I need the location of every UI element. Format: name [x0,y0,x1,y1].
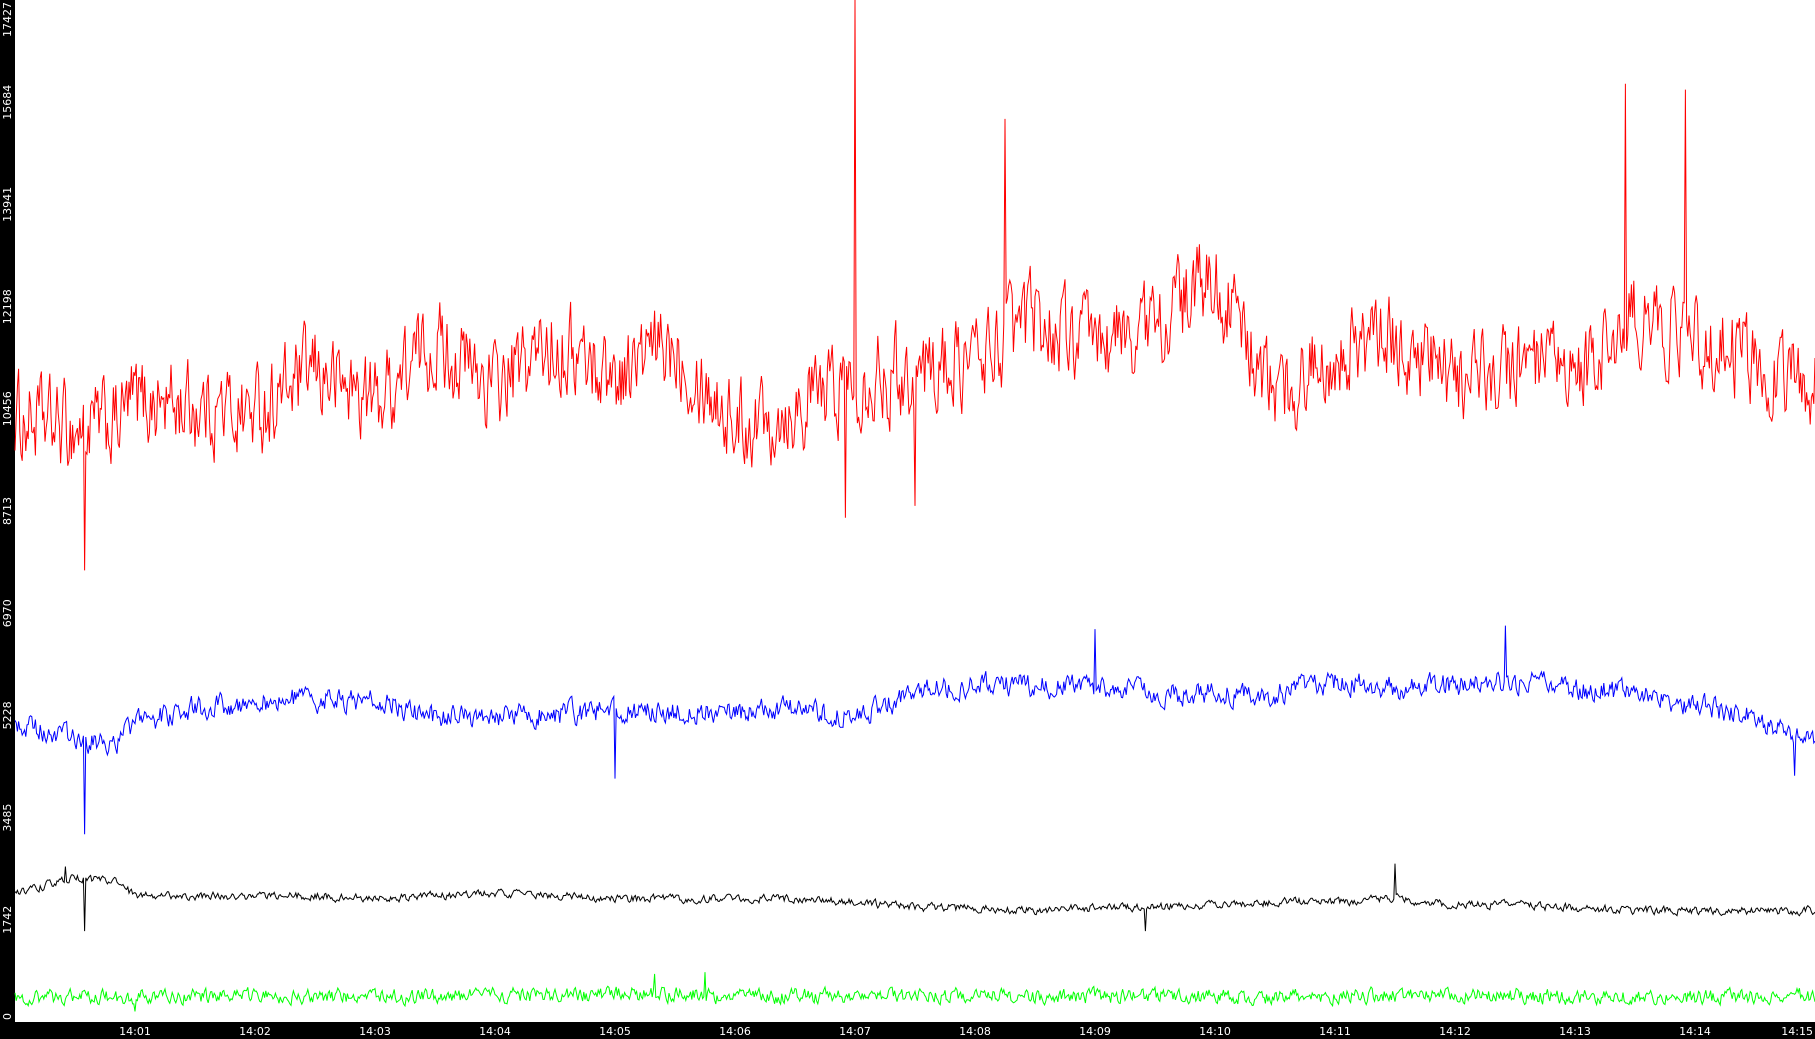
y-tick-label: 12198 [1,289,14,324]
x-tick-label: 14:02 [239,1025,271,1038]
x-tick-label: 14:12 [1439,1025,1471,1038]
x-axis: 14:01 14:02 14:03 14:04 14:05 14:06 14:07 14:08… [119,1025,1813,1038]
series-line-4 [14,972,1815,1012]
x-tick-label: 14:13 [1559,1025,1591,1038]
y-axis: 0 1742 3485 5228 6970 8713 10456 12198 13941 1568… [1,2,14,1020]
x-tick-label: 14:04 [479,1025,511,1038]
series-line-1 [14,0,1815,571]
y-tick-label: 13941 [1,187,14,222]
x-tick-label: 14:06 [719,1025,751,1038]
y-tick-label: 15684 [1,85,14,120]
y-tick-label: 17427 [1,2,14,37]
y-tick-label: 8713 [1,497,14,525]
x-tick-label: 14:11 [1319,1025,1351,1038]
y-tick-label: 10456 [1,391,14,426]
x-tick-label: 14:01 [119,1025,151,1038]
series-layer [14,0,1815,1012]
x-tick-label: 14:07 [839,1025,871,1038]
y-tick-label: 5228 [1,701,14,729]
x-tick-label: 14:05 [599,1025,631,1038]
x-tick-label: 14:15 [1781,1025,1813,1038]
series-line-2 [14,625,1815,835]
y-tick-label: 6970 [1,599,14,627]
x-tick-label: 14:09 [1079,1025,1111,1038]
x-tick-label: 14:03 [359,1025,391,1038]
plot-area [15,0,1815,1022]
x-tick-label: 14:10 [1199,1025,1231,1038]
x-tick-label: 14:14 [1679,1025,1711,1038]
y-tick-label: 0 [1,1013,14,1020]
y-tick-label: 1742 [1,906,14,934]
x-tick-label: 14:08 [959,1025,991,1038]
series-line-3 [14,863,1815,932]
y-tick-label: 3485 [1,804,14,832]
